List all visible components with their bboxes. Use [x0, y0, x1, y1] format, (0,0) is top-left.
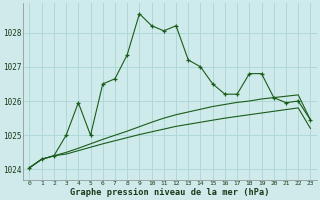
- X-axis label: Graphe pression niveau de la mer (hPa): Graphe pression niveau de la mer (hPa): [70, 188, 270, 197]
